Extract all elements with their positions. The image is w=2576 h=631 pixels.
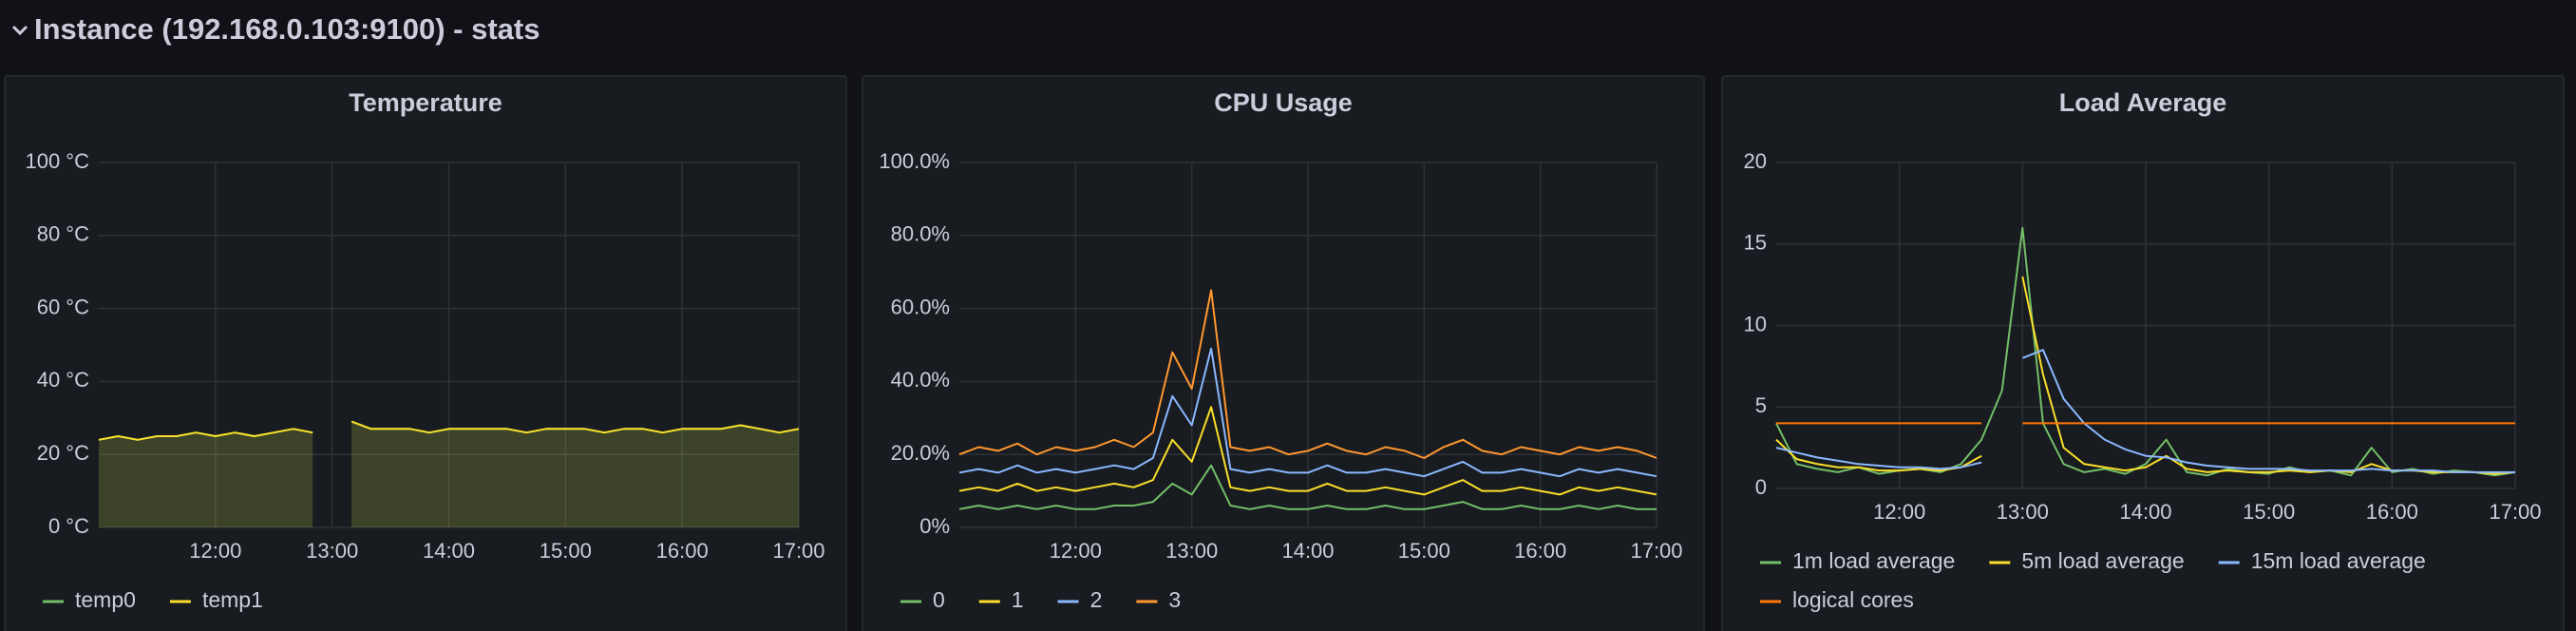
panel-title: Load Average [2059, 88, 2227, 117]
x-tick-label: 15:00 [1398, 539, 1450, 563]
x-tick-label: 12:00 [189, 539, 241, 563]
y-tick-label: 100.0% [879, 149, 950, 173]
x-tick-label: 16:00 [1514, 539, 1566, 563]
y-tick-label: 80 °C [37, 222, 89, 246]
series-line [1775, 349, 2515, 473]
x-tick-label: 16:00 [2366, 500, 2418, 524]
legend-label[interactable]: 1m load average [1792, 548, 1955, 573]
series-area [99, 421, 799, 527]
y-tick-label: 100 °C [25, 149, 89, 173]
legend-label[interactable]: 2 [1090, 587, 1103, 612]
legend-label[interactable]: 15m load average [2251, 548, 2426, 573]
x-tick-label: 12:00 [1050, 539, 1102, 563]
series-line [958, 347, 1657, 478]
y-tick-label: 40.0% [891, 368, 950, 392]
x-tick-label: 17:00 [2489, 500, 2541, 524]
y-tick-label: 20 [1744, 149, 1767, 173]
x-tick-label: 14:00 [1281, 539, 1334, 563]
y-tick-label: 0 °C [48, 514, 89, 538]
y-tick-label: 0% [919, 514, 950, 538]
y-tick-label: 80.0% [891, 222, 950, 246]
series-line [958, 406, 1657, 496]
panel-title: CPU Usage [1214, 88, 1353, 117]
x-tick-label: 17:00 [1630, 539, 1682, 563]
legend-label[interactable]: 1 [1012, 587, 1024, 612]
x-tick-label: 13:00 [306, 539, 358, 563]
x-tick-label: 16:00 [656, 539, 709, 563]
y-tick-label: 60 °C [37, 295, 89, 318]
legend-label[interactable]: 0 [933, 587, 945, 612]
legend-label[interactable]: temp1 [202, 587, 263, 612]
y-tick-label: 40 °C [37, 368, 89, 392]
x-tick-label: 13:00 [1165, 539, 1218, 563]
series-line [958, 464, 1657, 510]
y-tick-label: 15 [1744, 231, 1767, 255]
x-tick-label: 12:00 [1873, 500, 1925, 524]
panel [862, 75, 1705, 631]
y-tick-label: 20.0% [891, 441, 950, 465]
panel-title: Temperature [349, 88, 502, 117]
panel [1721, 75, 2565, 631]
series-line [958, 289, 1657, 459]
y-tick-label: 10 [1744, 312, 1767, 335]
series-line [98, 420, 800, 441]
legend-label[interactable]: temp0 [75, 587, 136, 612]
x-tick-label: 15:00 [2243, 500, 2295, 524]
y-tick-label: 5 [1755, 393, 1767, 417]
legend-label[interactable]: 3 [1168, 587, 1181, 612]
series-line [1775, 276, 2516, 475]
x-tick-label: 15:00 [540, 539, 592, 563]
x-tick-label: 14:00 [2119, 500, 2171, 524]
y-tick-label: 0 [1755, 475, 1767, 499]
legend-label[interactable]: logical cores [1792, 587, 1914, 612]
y-tick-label: 20 °C [37, 441, 89, 465]
collapse-chevron[interactable] [11, 25, 28, 36]
x-tick-label: 14:00 [423, 539, 475, 563]
series-area [99, 421, 799, 527]
x-tick-label: 17:00 [772, 539, 824, 563]
x-tick-label: 13:00 [1997, 500, 2049, 524]
row-title[interactable]: Instance (192.168.0.103:9100) - stats [34, 12, 540, 46]
legend-label[interactable]: 5m load average [2021, 548, 2184, 573]
y-tick-label: 60.0% [891, 295, 950, 318]
